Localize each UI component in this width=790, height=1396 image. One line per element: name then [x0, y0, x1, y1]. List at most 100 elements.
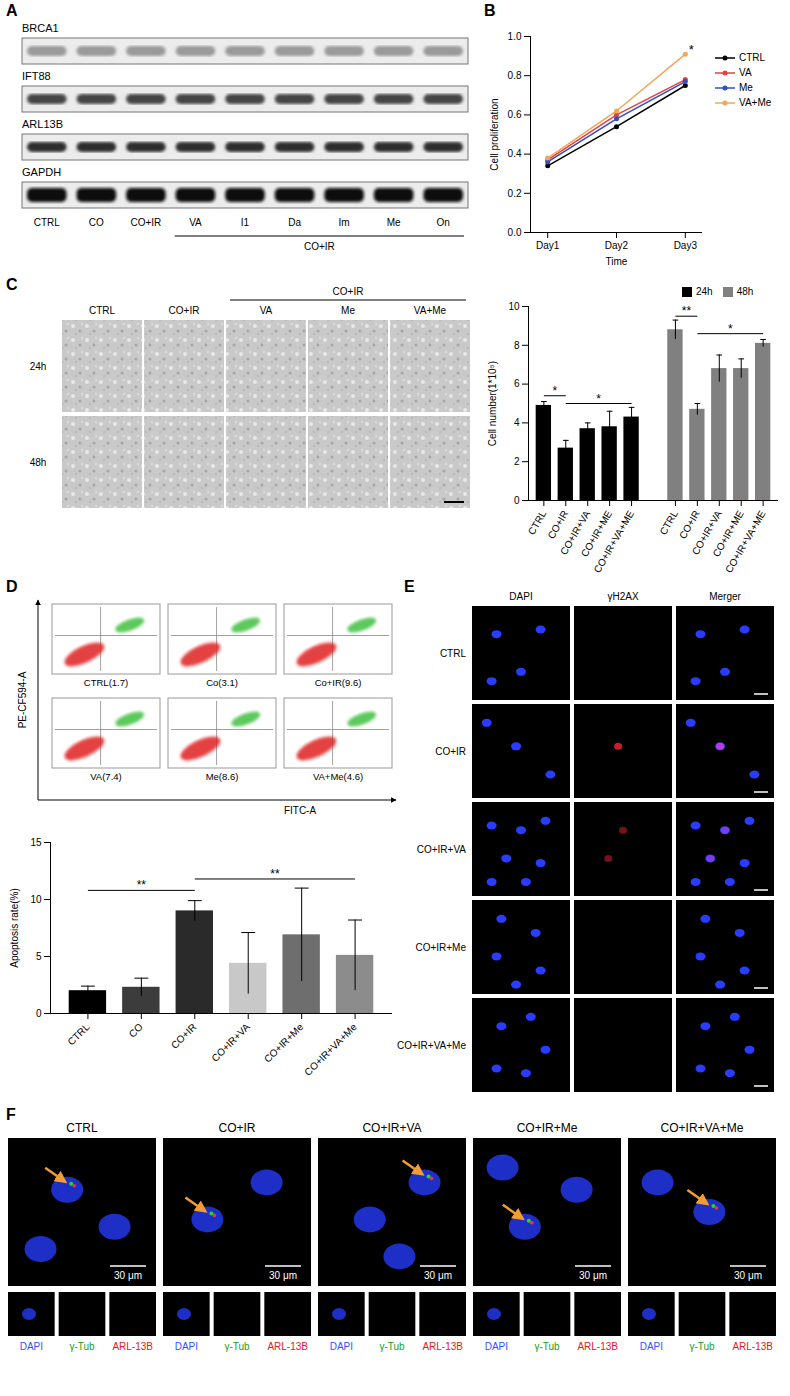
- svg-text:CO+IR+Me: CO+IR+Me: [517, 1121, 578, 1135]
- svg-text:VA: VA: [260, 305, 273, 316]
- svg-text:DAPI: DAPI: [175, 1341, 198, 1352]
- svg-text:VA+Me(4.6): VA+Me(4.6): [313, 771, 363, 782]
- svg-text:30 μm: 30 μm: [579, 1270, 607, 1281]
- svg-text:C: C: [6, 276, 18, 293]
- svg-text:DAPI: DAPI: [485, 1341, 508, 1352]
- svg-text:0.8: 0.8: [508, 70, 522, 81]
- svg-text:Im: Im: [339, 217, 350, 228]
- svg-text:*: *: [596, 392, 601, 406]
- svg-text:On: On: [437, 217, 450, 228]
- svg-text:CO+IR: CO+IR: [130, 217, 161, 228]
- svg-text:Co+IR(9.6): Co+IR(9.6): [315, 677, 362, 688]
- svg-text:FITC-A: FITC-A: [284, 805, 317, 816]
- svg-text:Co(3.1): Co(3.1): [206, 677, 238, 688]
- svg-text:CO+IR+VA+Me: CO+IR+VA+Me: [661, 1121, 744, 1135]
- svg-text:γ-Tub: γ-Tub: [69, 1341, 95, 1352]
- svg-text:CO+IR+VA+Me: CO+IR+VA+Me: [302, 1021, 359, 1078]
- svg-text:CO+IR: CO+IR: [218, 1121, 255, 1135]
- svg-text:2: 2: [514, 456, 520, 467]
- svg-text:*: *: [552, 384, 557, 398]
- svg-text:CO+IR: CO+IR: [435, 746, 466, 757]
- svg-text:CTRL: CTRL: [34, 217, 61, 228]
- svg-text:48h: 48h: [30, 457, 47, 468]
- svg-text:CO+IR+Me: CO+IR+Me: [415, 942, 466, 953]
- svg-text:30 μm: 30 μm: [269, 1270, 297, 1281]
- svg-text:ARL-13B: ARL-13B: [422, 1341, 463, 1352]
- svg-text:CTRL: CTRL: [66, 1121, 98, 1135]
- svg-text:DAPI: DAPI: [640, 1341, 663, 1352]
- svg-text:IFT88: IFT88: [22, 70, 51, 82]
- svg-text:DAPI: DAPI: [509, 591, 532, 602]
- svg-text:**: **: [270, 867, 280, 881]
- svg-text:E: E: [404, 578, 415, 595]
- svg-text:Me: Me: [341, 305, 355, 316]
- svg-text:CTRL: CTRL: [526, 508, 549, 536]
- svg-text:0.0: 0.0: [508, 227, 522, 238]
- svg-text:6: 6: [514, 378, 520, 389]
- svg-text:CO+IR+VA: CO+IR+VA: [209, 1021, 252, 1064]
- svg-text:Time: Time: [606, 256, 628, 267]
- svg-text:Apoptosis rate(%): Apoptosis rate(%): [9, 888, 20, 967]
- svg-text:15: 15: [30, 837, 42, 848]
- svg-text:CO+IR+VA+Me: CO+IR+VA+Me: [397, 1040, 466, 1051]
- svg-text:0.4: 0.4: [508, 148, 522, 159]
- svg-text:Day2: Day2: [605, 240, 629, 251]
- svg-text:**: **: [682, 304, 692, 318]
- svg-text:CO+IR: CO+IR: [169, 1021, 199, 1051]
- svg-text:CTRL: CTRL: [440, 648, 467, 659]
- svg-text:CO+IR: CO+IR: [333, 286, 364, 297]
- svg-text:γH2AX: γH2AX: [607, 591, 638, 602]
- svg-text:*: *: [728, 322, 733, 336]
- svg-text:CO: CO: [89, 217, 104, 228]
- svg-text:Me(8.6): Me(8.6): [206, 771, 239, 782]
- svg-text:CO: CO: [127, 1021, 146, 1040]
- svg-text:γ-Tub: γ-Tub: [379, 1341, 405, 1352]
- svg-text:30 μm: 30 μm: [114, 1270, 142, 1281]
- svg-text:γ-Tub: γ-Tub: [224, 1341, 250, 1352]
- svg-text:γ-Tub: γ-Tub: [689, 1341, 715, 1352]
- svg-text:GAPDH: GAPDH: [22, 166, 61, 178]
- svg-text:ARL-13B: ARL-13B: [112, 1341, 153, 1352]
- svg-text:D: D: [6, 578, 18, 595]
- svg-text:γ-Tub: γ-Tub: [534, 1341, 560, 1352]
- svg-text:*: *: [689, 42, 694, 57]
- svg-text:CO+IR+VA: CO+IR+VA: [362, 1121, 421, 1135]
- svg-text:Da: Da: [288, 217, 301, 228]
- svg-text:Cell proliferation: Cell proliferation: [489, 98, 500, 170]
- svg-text:ARL13B: ARL13B: [22, 118, 63, 130]
- svg-text:Merger: Merger: [709, 591, 741, 602]
- svg-text:CO+IR+Me: CO+IR+Me: [262, 1021, 306, 1065]
- svg-text:VA: VA: [189, 217, 202, 228]
- svg-text:Day3: Day3: [674, 240, 698, 251]
- svg-text:30 μm: 30 μm: [424, 1270, 452, 1281]
- svg-text:Cell number(1*10⁵): Cell number(1*10⁵): [487, 361, 498, 446]
- svg-text:Day1: Day1: [536, 240, 560, 251]
- svg-text:10: 10: [508, 301, 520, 312]
- svg-text:1.0: 1.0: [508, 31, 522, 42]
- svg-text:ARL-13B: ARL-13B: [732, 1341, 773, 1352]
- svg-text:VA+Me: VA+Me: [414, 305, 447, 316]
- svg-text:CO+IR: CO+IR: [304, 241, 335, 252]
- svg-text:10: 10: [30, 894, 42, 905]
- svg-text:**: **: [137, 878, 147, 892]
- svg-text:5: 5: [36, 951, 42, 962]
- svg-text:CO+IR: CO+IR: [169, 305, 200, 316]
- svg-text:DAPI: DAPI: [20, 1341, 43, 1352]
- svg-text:B: B: [484, 2, 496, 19]
- svg-text:ARL-13B: ARL-13B: [577, 1341, 618, 1352]
- svg-text:CO+IR+VA+ME: CO+IR+VA+ME: [591, 508, 636, 575]
- svg-text:BRCA1: BRCA1: [22, 22, 59, 34]
- svg-text:24h: 24h: [30, 361, 47, 372]
- svg-text:0: 0: [514, 495, 520, 506]
- svg-text:30 μm: 30 μm: [734, 1270, 762, 1281]
- svg-text:Me: Me: [387, 217, 401, 228]
- svg-text:DAPI: DAPI: [330, 1341, 353, 1352]
- svg-text:CTRL: CTRL: [65, 1021, 92, 1048]
- svg-text:CTRL: CTRL: [657, 508, 680, 536]
- svg-text:VA(7.4): VA(7.4): [90, 771, 122, 782]
- svg-text:CTRL: CTRL: [89, 305, 116, 316]
- svg-text:ARL-13B: ARL-13B: [267, 1341, 308, 1352]
- svg-text:F: F: [6, 1106, 16, 1123]
- svg-text:0: 0: [36, 1008, 42, 1019]
- svg-text:CTRL(1.7): CTRL(1.7): [84, 677, 128, 688]
